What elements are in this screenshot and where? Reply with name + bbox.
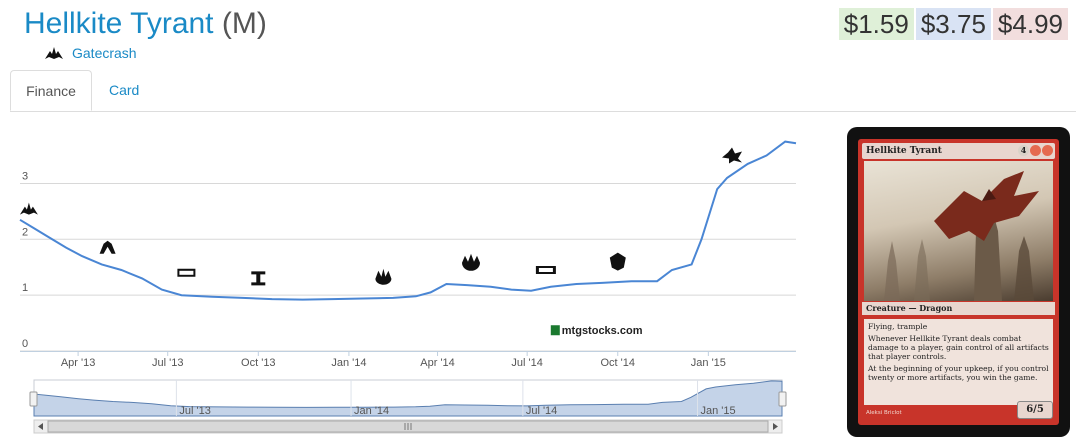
y-tick-label: 2 [22,226,28,238]
set-row: Gatecrash [44,44,137,62]
theros-set-icon-shape [251,271,266,286]
x-tick-label: Jul '13 [152,357,183,369]
y-tick-label: 3 [22,170,28,182]
card-rules-text: Flying, trample Whenever Hellkite Tyrant… [864,319,1053,405]
m14-set-icon [177,268,196,277]
x-tick-label: Oct '14 [600,357,635,369]
navigator-tick-label: Jan '14 [354,405,389,417]
m15-set-icon [535,266,556,274]
card-name[interactable]: Hellkite Tyrant [24,7,214,40]
x-tick-label: Oct '13 [241,357,276,369]
gatecrash-set-icon [19,202,38,215]
mana-generic-value: 4 [1020,145,1027,155]
tab-finance[interactable]: Finance [10,70,92,111]
navigator-tick-label: Jan '15 [701,405,736,417]
khans-set-icon [609,252,626,271]
card-art [864,161,1053,301]
x-tick-label: Jul '14 [511,357,542,369]
card-image-title: Hellkite Tyrant 4 [862,143,1055,159]
navigator-area [33,380,783,417]
fate-reforged-set-icon [722,147,742,164]
journey-into-nyx-set-icon-shape [462,253,480,271]
m14-set-icon-inner [179,270,194,275]
fate-reforged-set-icon-shape [722,147,742,164]
mana-red-icon [1042,145,1053,156]
card-rarity: (M) [221,7,267,40]
tab-bar: Finance Card [10,70,1076,112]
rules-line-2: Whenever Hellkite Tyrant deals combat da… [868,334,1049,361]
price-badges: $1.59 $3.75 $4.99 [838,8,1068,40]
dragon-art-icon [884,171,1039,301]
m15-set-icon-inner [538,268,553,272]
rules-line-1: Flying, trample [868,322,928,331]
card-artist: Aleksi Briclot [866,410,902,416]
dragons-maze-set-icon-shape [99,240,116,254]
theros-set-icon [251,271,266,286]
navigator-left-handle[interactable] [29,391,38,407]
navigator-tick-label: Jul '13 [179,405,210,417]
price-chart: 0 1 2 3 Apr '13 Jul '13 Oct '13 Jan '14 Apr '14 J… [19,140,797,434]
set-link[interactable]: Gatecrash [72,45,137,61]
gatecrash-set-icon [45,47,63,59]
mana-red-icon [1030,145,1041,156]
gatecrash-set-icon-shape [19,202,38,215]
y-tick-label: 1 [22,282,28,294]
price-high: $4.99 [992,8,1068,40]
navigator-right-handle[interactable] [778,391,787,407]
journey-into-nyx-set-icon [462,253,480,271]
scroll-left-icon[interactable] [38,423,43,430]
scroll-right-icon[interactable] [773,423,778,430]
dragons-maze-set-icon [99,240,116,254]
navigator-tick-label: Jul '14 [526,405,557,417]
card-frame: Hellkite Tyrant 4 Creature — Dragon Flyi… [858,139,1059,425]
x-tick-label: Jan '15 [691,357,726,369]
card-image-name: Hellkite Tyrant [866,146,942,156]
card-power-toughness: 6/5 [1017,401,1053,419]
price-series-line [19,140,797,301]
mana-generic-icon [1018,145,1029,156]
card-title: Hellkite Tyrant (M) [24,6,267,42]
born-of-the-gods-set-icon-shape [375,268,392,285]
y-tick-label: 0 [22,338,28,350]
price-mid: $3.75 [915,8,991,40]
born-of-the-gods-set-icon [375,268,392,285]
price-low: $1.59 [838,8,914,40]
x-tick-label: Apr '13 [61,357,96,369]
x-tick-label: Jan '14 [331,357,366,369]
rules-line-3: At the beginning of your upkeep, if you … [868,364,1049,382]
mtgstocks-logo-icon [550,325,560,336]
x-tick-label: Apr '14 [420,357,455,369]
chart-watermark: mtgstocks.com [562,325,643,337]
tab-card[interactable]: Card [109,82,140,98]
card-image: Hellkite Tyrant 4 Creature — Dragon Flyi… [847,127,1070,437]
card-type-line: Creature — Dragon [862,302,1055,315]
khans-set-icon-shape [609,252,626,271]
